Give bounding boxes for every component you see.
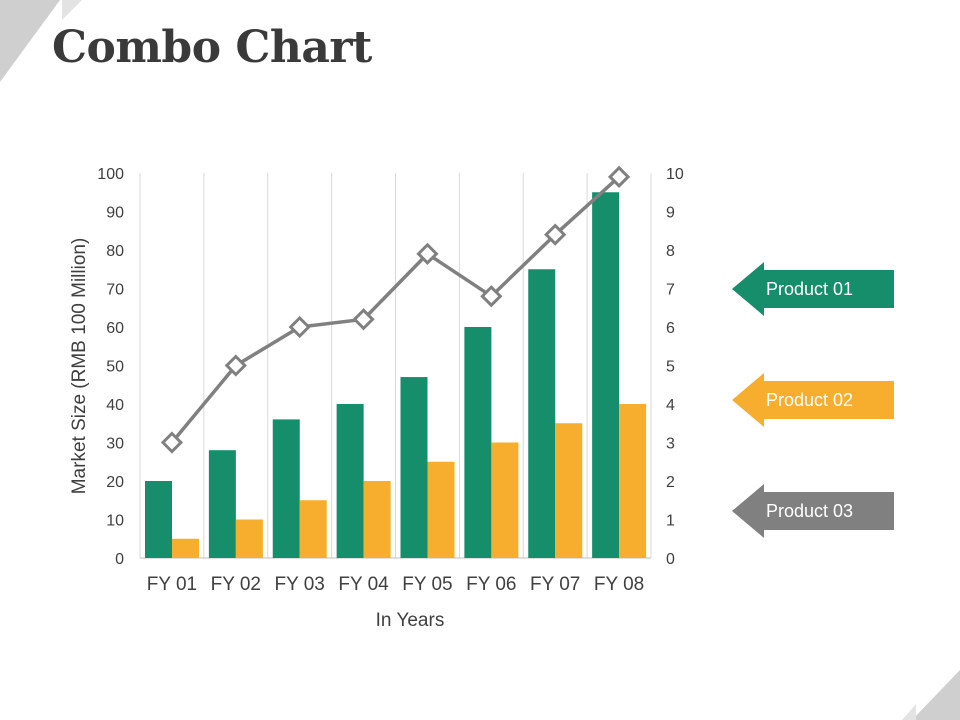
y-tick-label: 10	[106, 513, 124, 530]
bar-product-01	[592, 192, 620, 558]
bar-product-01	[336, 404, 364, 558]
x-tick-label: FY 02	[211, 574, 261, 595]
bar-product-02	[427, 461, 455, 558]
bar-product-01	[400, 377, 428, 558]
legend-label: Product 01	[766, 279, 854, 299]
bar-product-02	[235, 519, 263, 558]
y-tick-label: 40	[106, 397, 124, 414]
x-tick-label: FY 03	[275, 574, 325, 595]
legend-item-product-02: Product 02	[732, 373, 894, 427]
line-point	[416, 242, 439, 265]
corner-top-left-accent	[62, 0, 82, 20]
y-tick-label: 70	[106, 282, 124, 299]
y2-tick-label: 4	[666, 397, 675, 414]
bar-product-01	[528, 269, 556, 558]
corner-bottom-right-accent	[902, 704, 916, 720]
y-tick-label: 80	[106, 243, 124, 260]
y2-tick-label: 8	[666, 243, 675, 260]
line-point	[288, 315, 311, 339]
y-tick-label: 100	[97, 166, 124, 183]
bar-product-01	[464, 327, 492, 558]
y2-tick-label: 0	[666, 551, 675, 568]
line-point	[160, 431, 184, 454]
x-tick-label: FY 01	[147, 574, 197, 595]
y2-tick-label: 10	[666, 166, 684, 183]
bar-product-02	[555, 423, 583, 558]
x-tick-label: FY 05	[402, 574, 452, 595]
y-tick-label: 30	[106, 436, 124, 453]
bar-product-02	[172, 538, 199, 558]
corner-top-left	[0, 0, 60, 82]
legend-item-product-03: Product 03	[732, 484, 894, 538]
y2-tick-label: 6	[666, 320, 675, 337]
line-point	[352, 308, 375, 331]
y2-tick-label: 7	[666, 282, 675, 299]
y-axis-title: Market Size (RMB 100 Million)	[69, 238, 90, 495]
y-tick-label: 60	[106, 320, 124, 337]
line-product-03	[170, 175, 621, 444]
bar-product-01	[145, 481, 172, 558]
bar-product-02	[299, 500, 327, 558]
x-tick-label: FY 04	[338, 574, 389, 595]
bar-product-02	[363, 481, 391, 558]
y-tick-label: 50	[106, 359, 124, 376]
y-tick-label: 20	[106, 474, 124, 491]
corner-bottom-right	[912, 670, 960, 720]
y2-tick-label: 1	[666, 513, 675, 530]
y2-tick-label: 3	[666, 436, 675, 453]
bar-product-02	[491, 442, 519, 558]
y2-tick-label: 2	[666, 474, 675, 491]
x-tick-label: FY 08	[594, 574, 644, 595]
line-point	[224, 354, 247, 377]
page-title: Combo Chart	[52, 22, 372, 73]
y-tick-label: 90	[106, 205, 124, 222]
legend-label: Product 02	[766, 390, 854, 410]
arrow-left-icon	[732, 484, 894, 538]
line-point	[544, 223, 567, 246]
x-axis-title: In Years	[376, 610, 445, 631]
x-tick-label: FY 06	[466, 574, 516, 595]
y2-tick-label: 5	[666, 359, 675, 376]
line-point	[480, 285, 503, 308]
x-tick-label: FY 07	[530, 574, 580, 595]
legend-label: Product 03	[766, 501, 854, 521]
y-tick-label: 0	[115, 551, 124, 568]
bar-product-02	[619, 404, 647, 558]
arrow-left-icon	[732, 373, 894, 427]
y2-tick-label: 9	[666, 205, 675, 222]
arrow-left-icon	[732, 262, 894, 316]
legend-item-product-01: Product 01	[732, 262, 894, 316]
bar-product-01	[208, 450, 236, 558]
bar-product-01	[272, 419, 300, 558]
line-point	[607, 165, 631, 188]
